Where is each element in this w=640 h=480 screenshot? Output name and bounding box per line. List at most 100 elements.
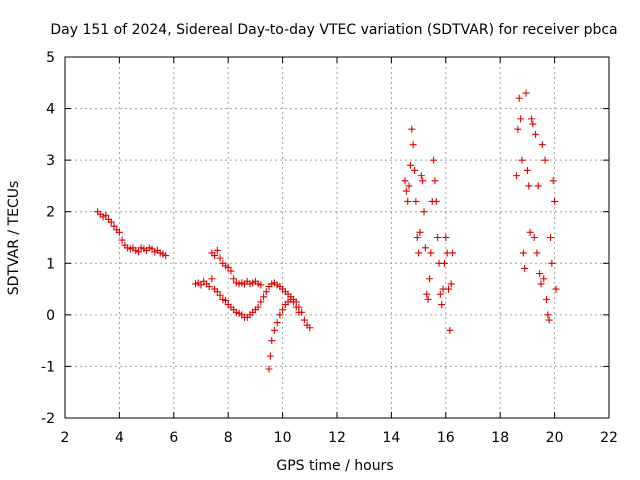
data-point [534, 182, 542, 190]
data-point [115, 228, 123, 236]
grid-lines [65, 57, 609, 418]
series-pass-d [265, 295, 314, 373]
data-point [411, 166, 419, 174]
data-point [134, 248, 142, 256]
data-point [522, 89, 530, 97]
data-point [542, 295, 550, 303]
data-point [216, 291, 224, 299]
data-point [415, 249, 423, 257]
series-pass-a [94, 208, 170, 260]
data-point [273, 319, 281, 327]
data-point [102, 211, 110, 219]
x-tick-label: 4 [115, 430, 124, 446]
data-point [409, 141, 417, 149]
x-tick-label: 2 [61, 430, 70, 446]
x-tick-label: 18 [491, 430, 509, 446]
data-point [110, 222, 118, 230]
data-point [536, 270, 544, 278]
data-point [213, 288, 221, 296]
y-axis-label: SDTVAR / TECUs [6, 181, 22, 296]
data-point [405, 182, 413, 190]
data-point [211, 252, 219, 260]
data-point [525, 182, 533, 190]
data-point [544, 311, 552, 319]
data-point [257, 298, 265, 306]
x-tick-label: 8 [224, 430, 233, 446]
data-point [295, 303, 303, 311]
data-point [517, 115, 525, 123]
data-point [404, 197, 412, 205]
data-point [529, 120, 537, 128]
data-point [420, 208, 428, 216]
data-point [406, 161, 414, 169]
data-point [427, 249, 435, 257]
data-point [266, 352, 274, 360]
data-point [523, 166, 531, 174]
data-point [162, 252, 170, 260]
data-point [216, 254, 224, 262]
data-point [227, 267, 235, 275]
data-point [548, 259, 556, 267]
data-point [513, 172, 521, 180]
data-point [401, 177, 409, 185]
data-point [442, 234, 450, 241]
data-point [538, 141, 546, 149]
data-point [449, 249, 457, 257]
data-point [424, 295, 432, 303]
data-point [208, 275, 216, 283]
y-tick-label: 4 [46, 102, 55, 118]
data-point [545, 316, 553, 324]
data-point [221, 296, 229, 304]
data-point [446, 326, 454, 334]
x-tick-label: 12 [328, 430, 346, 446]
data-point [440, 259, 448, 267]
data-point [423, 290, 431, 298]
data-point [306, 324, 314, 332]
data-point [526, 228, 534, 236]
series-pass-c [208, 246, 265, 289]
y-tick-label: 3 [46, 153, 55, 169]
data-point [262, 288, 270, 296]
data-point [431, 177, 439, 185]
data-point [547, 234, 555, 241]
data-point [298, 308, 306, 316]
x-tick-label: 22 [600, 430, 618, 446]
data-point [118, 236, 126, 244]
y-tick-label: 0 [46, 308, 55, 324]
data-point [438, 301, 446, 309]
data-point [197, 281, 205, 289]
data-points [94, 89, 560, 373]
y-tick-label: 1 [46, 256, 55, 272]
x-tick-label: 10 [274, 430, 292, 446]
data-point [541, 156, 549, 164]
y-tick-label: 2 [46, 205, 55, 221]
data-point [537, 280, 545, 288]
y-tick-label: -1 [41, 359, 55, 375]
data-point [436, 290, 444, 298]
data-point [416, 228, 424, 236]
data-point [425, 275, 433, 283]
data-point [224, 263, 232, 271]
data-point [445, 285, 453, 293]
data-point [521, 264, 529, 272]
data-point [533, 249, 541, 257]
data-point [257, 281, 265, 289]
data-point [268, 337, 276, 345]
data-point [419, 177, 427, 185]
data-point [532, 130, 540, 138]
data-point [518, 156, 526, 164]
data-point [514, 125, 522, 133]
data-point [551, 197, 559, 205]
data-point [292, 298, 300, 306]
data-point [447, 280, 455, 288]
data-point [515, 94, 523, 102]
data-point [402, 187, 410, 195]
series-pass-e [401, 125, 457, 334]
chart-title: Day 151 of 2024, Sidereal Day-to-day VTE… [50, 22, 617, 38]
x-tick-label: 6 [169, 430, 178, 446]
data-point [254, 303, 262, 311]
data-point [276, 311, 284, 319]
data-point [413, 234, 421, 241]
